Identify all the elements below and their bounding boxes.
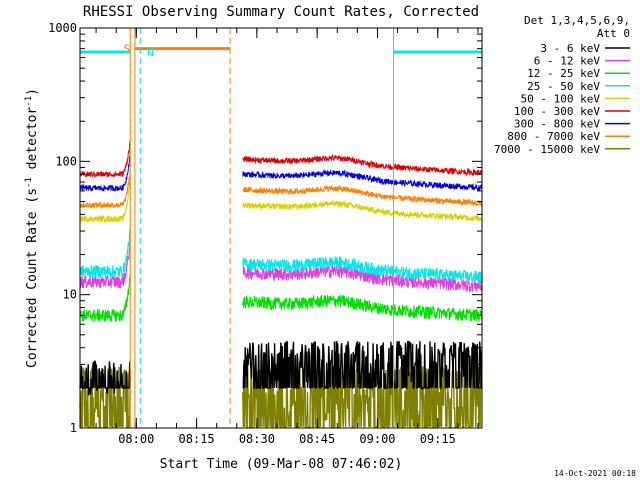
x-tick-label: 08:15 [179,432,215,446]
y-tick-label: 1 [70,421,77,435]
series-trace [79,154,131,192]
x-tick-label: 09:15 [420,432,456,446]
y-axis-label-end: ) [25,88,40,96]
y-tick-label: 1000 [48,21,77,35]
y-tick-label: 10 [63,288,77,302]
legend-label: 100 - 300 keV [514,105,600,118]
x-tick-label: 08:30 [239,432,275,446]
series-trace [242,364,483,428]
plot-data [79,140,483,428]
series-trace [242,169,483,191]
legend-label: 7000 - 15000 keV [494,143,600,156]
y-axis-label-main: Corrected Count Rate (s [25,188,40,368]
series-trace [242,184,483,207]
y-axis-label: Corrected Count Rate (s-1 detector-1) [24,88,40,368]
flag-label: S [124,43,131,56]
series-trace [79,177,131,224]
legend-header-line-1: Det 1,3,4,5,6,9, [524,14,630,27]
series-trace [242,199,483,223]
legend-label: 300 - 800 keV [514,118,600,131]
legend-label: 800 - 7000 keV [507,130,600,143]
plot-frame [79,27,483,429]
timestamp: 14-Oct-2021 00:18 [554,469,636,478]
x-tick-label: 08:45 [299,432,335,446]
series-trace [79,273,131,323]
legend-label: 50 - 100 keV [521,92,601,105]
x-axis-label: Start Time (09-Mar-08 07:46:02) [160,457,403,472]
y-axis-label-sup2: -1 [24,96,34,107]
series-trace [242,256,483,284]
series-trace [242,264,483,292]
y-axis-label-mid: detector [25,107,40,178]
series-trace [242,294,483,322]
series-trace [79,359,131,396]
y-tick-label: 100 [55,154,77,168]
legend-label: 12 - 25 keV [527,67,600,80]
x-tick-label: 09:00 [359,432,395,446]
series-trace [79,237,131,289]
legend-header-line-2: Att 0 [597,27,630,40]
x-axis: 08:00 08:15 08:30 08:45 09:00 09:15 [95,28,479,446]
series-trace [242,153,483,177]
series-trace [79,228,131,278]
y-axis: 1 10 100 1000 [48,21,482,435]
x-tick-label: 08:00 [118,432,154,446]
series-trace [79,140,131,179]
legend-label: 6 - 12 keV [534,55,601,68]
series-trace [79,366,131,428]
legend-label: 3 - 6 keV [540,42,600,55]
series-trace [242,340,483,391]
y-axis-label-sup1: -1 [24,177,34,188]
legend-label: 25 - 50 keV [527,80,600,93]
series-trace [79,171,131,210]
chart-title: RHESSI Observing Summary Count Rates, Co… [83,4,479,20]
flag-label: N [147,46,154,59]
